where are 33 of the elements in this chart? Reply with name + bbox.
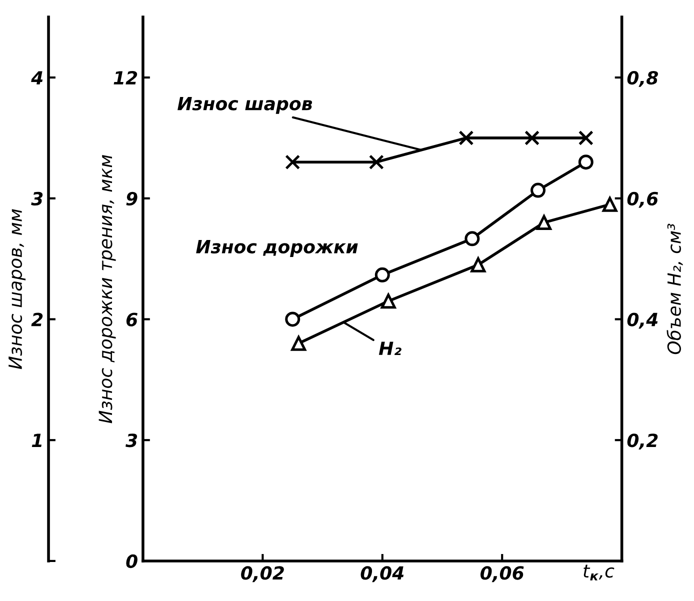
y-tick-label: 9	[126, 192, 138, 206]
y3-axis-title: Износ шаров, мм	[8, 209, 26, 370]
y3-tick-label: 1	[32, 434, 42, 447]
point	[380, 294, 396, 309]
y3-tick-label: 3	[31, 192, 43, 206]
x-tick-label: 0,06	[480, 566, 524, 582]
y3-tick-label: 2	[31, 312, 43, 326]
y-tick-label: 3	[126, 434, 138, 448]
y2-tick-label: 0,4	[627, 312, 658, 329]
x-tick-label: 0,02	[241, 566, 284, 582]
x-tick-label: 0,04	[360, 566, 404, 582]
y3-tick-label: 4	[31, 71, 43, 84]
y-tick-label: 12	[114, 70, 138, 84]
point	[464, 231, 480, 246]
y2-tick-label: 0,2	[627, 434, 658, 450]
y2-tick-label: 0,6	[627, 192, 658, 208]
y-axis-title: Износ дорожки трения, мкм	[98, 154, 116, 424]
series-label: H₂	[378, 342, 402, 355]
point	[536, 215, 552, 230]
point	[578, 154, 594, 170]
point	[470, 257, 486, 272]
point	[291, 336, 306, 351]
y-tick-label: 0	[126, 554, 138, 568]
point	[530, 182, 546, 198]
point	[374, 267, 390, 282]
series-label: Износ дорожки	[196, 240, 358, 257]
x-axis-title: t$_{к}$,с	[584, 564, 614, 580]
point	[285, 312, 300, 327]
y2-axis-title: Объем H₂, см³	[666, 224, 683, 354]
text: Износ шаров	[178, 97, 312, 114]
y-tick-label: 6	[126, 312, 138, 326]
point	[602, 196, 618, 212]
y2-tick-label: 0,8	[627, 70, 658, 87]
